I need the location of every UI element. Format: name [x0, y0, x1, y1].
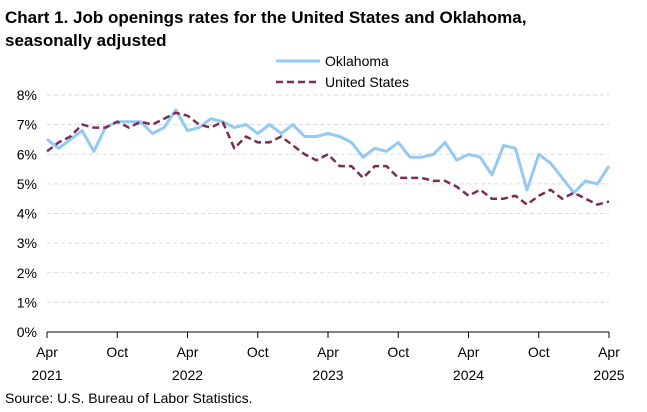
- x-tick-year-label: 2025: [593, 367, 624, 383]
- x-tick-year-label: 2022: [172, 367, 203, 383]
- y-tick-label: 1%: [17, 294, 37, 310]
- x-tick-label: Oct: [106, 344, 128, 360]
- y-tick-label: 3%: [17, 235, 37, 251]
- x-tick-label: Apr: [598, 344, 620, 360]
- y-tick-label: 6%: [17, 146, 37, 162]
- source-note: Source: U.S. Bureau of Labor Statistics.: [5, 390, 253, 406]
- x-tick-year-label: 2023: [312, 367, 343, 383]
- y-tick-label: 8%: [17, 87, 37, 103]
- x-tick-label: Oct: [528, 344, 550, 360]
- x-tick-label: Apr: [36, 344, 58, 360]
- legend-label: Oklahoma: [325, 53, 389, 69]
- x-tick-label: Apr: [458, 344, 480, 360]
- legend-label: United States: [325, 74, 409, 90]
- x-tick-label: Apr: [317, 344, 339, 360]
- y-tick-label: 4%: [17, 206, 37, 222]
- series-line-oklahoma: [46, 108, 611, 195]
- series-line-united-states: [46, 111, 610, 206]
- chart-title: Chart 1. Job openings rates for the Unit…: [5, 8, 527, 50]
- x-tick-year-label: 2021: [31, 367, 62, 383]
- y-tick-label: 7%: [17, 117, 37, 133]
- x-tick-label: Apr: [177, 344, 199, 360]
- x-tick-label: Oct: [387, 344, 409, 360]
- y-tick-label: 5%: [17, 176, 37, 192]
- y-tick-label: 2%: [17, 265, 37, 281]
- x-tick-year-label: 2024: [453, 367, 484, 383]
- y-tick-label: 0%: [17, 324, 37, 340]
- x-tick-label: Oct: [247, 344, 269, 360]
